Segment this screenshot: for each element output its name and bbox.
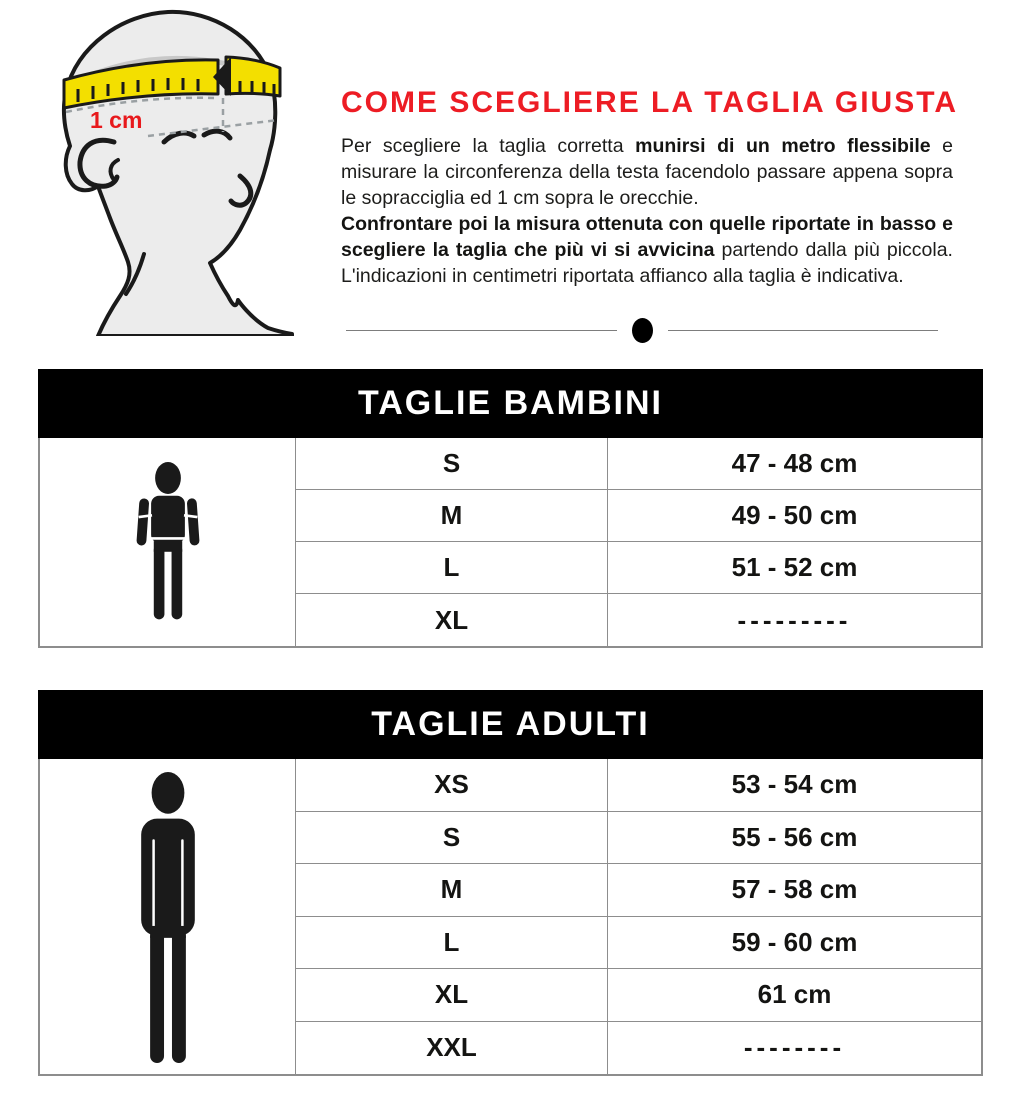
size-label: M bbox=[296, 864, 608, 917]
nose-line bbox=[228, 173, 254, 208]
divider-dot-icon bbox=[631, 317, 653, 343]
measuring-tape bbox=[62, 58, 220, 110]
intro-paragraphs: Per scegliere la taglia corretta munirsi… bbox=[341, 133, 953, 289]
intro-p1-bold: munirsi di un metro flessibile bbox=[635, 135, 931, 157]
tape-fold-arrow bbox=[213, 57, 231, 96]
size-range: 55 - 56 cm bbox=[608, 812, 981, 864]
size-label: XL bbox=[296, 969, 608, 1022]
head-measurement-illustration: 1 cm bbox=[28, 0, 330, 338]
size-range: 61 cm bbox=[608, 969, 981, 1022]
adult-silhouette-icon bbox=[40, 759, 296, 1074]
size-label: S bbox=[296, 811, 608, 864]
size-range: 57 - 58 cm bbox=[608, 864, 981, 917]
intro-p1-text: Per scegliere la taglia corretta bbox=[341, 135, 636, 157]
size-label: L bbox=[296, 542, 608, 594]
intro-p1-text2: e misurare la circonferenza della testa … bbox=[341, 135, 954, 209]
divider-line-right bbox=[667, 329, 938, 331]
size-range: 51 - 52 cm bbox=[608, 542, 981, 594]
size-range: 47 - 48 cm bbox=[608, 438, 981, 490]
head-with-measuring-tape-illustration: 1 cm bbox=[61, 9, 294, 338]
size-range: --------- bbox=[737, 604, 852, 635]
dashed-guide-line bbox=[65, 96, 217, 114]
size-label: XS bbox=[296, 759, 608, 812]
tape-tick-marks bbox=[76, 78, 276, 102]
intro-section: COME SCEGLIERE LA TAGLIA GIUSTA Per sceg… bbox=[341, 86, 958, 289]
section-divider bbox=[346, 316, 938, 344]
intro-p2-bold: Confrontare poi la misura ottenuta con q… bbox=[341, 213, 953, 261]
divider-line-left bbox=[346, 329, 617, 331]
eyebrow-left bbox=[161, 130, 197, 145]
size-label: S bbox=[296, 438, 608, 490]
size-label: L bbox=[296, 916, 608, 969]
children-size-table: TAGLIE BAMBINI S 47 - 48 cm M 49 - 50 cm… bbox=[38, 369, 983, 648]
children-table-grid: S 47 - 48 cm M 49 - 50 cm L 51 - 52 cm X… bbox=[38, 438, 983, 648]
page-title: COME SCEGLIERE LA TAGLIA GIUSTA bbox=[341, 86, 958, 119]
size-label: XL bbox=[296, 594, 608, 646]
size-range: 53 - 54 cm bbox=[608, 759, 981, 812]
eyebrow-right bbox=[201, 128, 233, 141]
intro-paragraph-1: Per scegliere la taglia corretta munirsi… bbox=[341, 133, 953, 211]
adults-size-table: TAGLIE ADULTI XS 53 - 54 cm S 55 - 56 cm… bbox=[38, 690, 983, 1076]
adults-table-title: TAGLIE ADULTI bbox=[38, 690, 983, 759]
size-range: 49 - 50 cm bbox=[608, 490, 981, 542]
ear-line bbox=[77, 137, 120, 189]
one-cm-label: 1 cm bbox=[90, 107, 142, 133]
intro-paragraph-2: Confrontare poi la misura ottenuta con q… bbox=[341, 211, 953, 289]
size-label: XXL bbox=[296, 1021, 608, 1074]
size-label: M bbox=[296, 490, 608, 542]
intro-p2-text: partendo dalla più piccola. L'indicazion… bbox=[341, 239, 953, 287]
size-range: -------- bbox=[743, 1032, 846, 1063]
child-silhouette-icon bbox=[40, 438, 296, 646]
size-range: 59 - 60 cm bbox=[608, 917, 981, 969]
adults-table-grid: XS 53 - 54 cm S 55 - 56 cm M 57 - 58 cm … bbox=[38, 759, 983, 1076]
children-table-title: TAGLIE BAMBINI bbox=[38, 369, 983, 438]
